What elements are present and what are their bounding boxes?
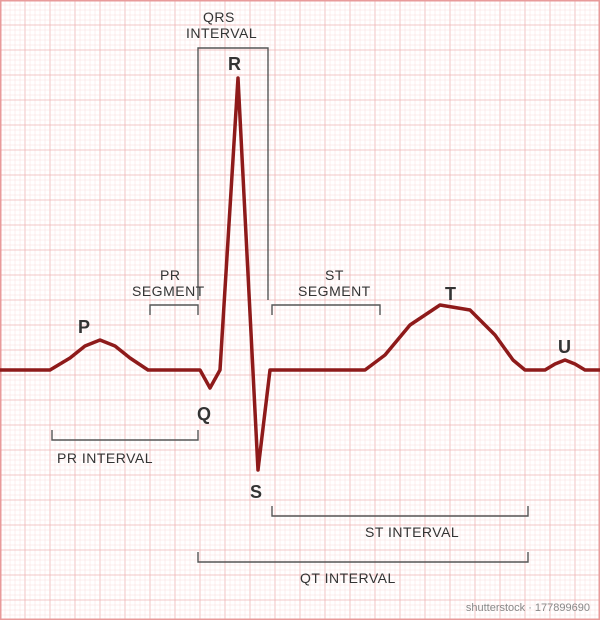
wave-label-p: P [78, 317, 90, 337]
segment-label-6: PR INTERVAL [57, 450, 153, 466]
segment-label-0: QRS [203, 9, 235, 25]
segment-label-1: INTERVAL [186, 25, 257, 41]
wave-label-s: S [250, 482, 262, 502]
watermark-text: shutterstock · 177899690 [466, 602, 590, 614]
grid [0, 0, 600, 620]
segment-label-7: ST INTERVAL [365, 524, 459, 540]
wave-label-r: R [228, 54, 241, 74]
segment-label-3: SEGMENT [132, 283, 205, 299]
segment-label-8: QT INTERVAL [300, 570, 396, 586]
segment-label-4: ST [325, 267, 344, 283]
wave-label-u: U [558, 337, 571, 357]
wave-label-t: T [445, 284, 456, 304]
wave-label-q: Q [197, 404, 211, 424]
segment-label-2: PR [160, 267, 180, 283]
ecg-diagram: PQRSTUQRSINTERVALPRSEGMENTSTSEGMENTPR IN… [0, 0, 600, 620]
segment-label-5: SEGMENT [298, 283, 371, 299]
